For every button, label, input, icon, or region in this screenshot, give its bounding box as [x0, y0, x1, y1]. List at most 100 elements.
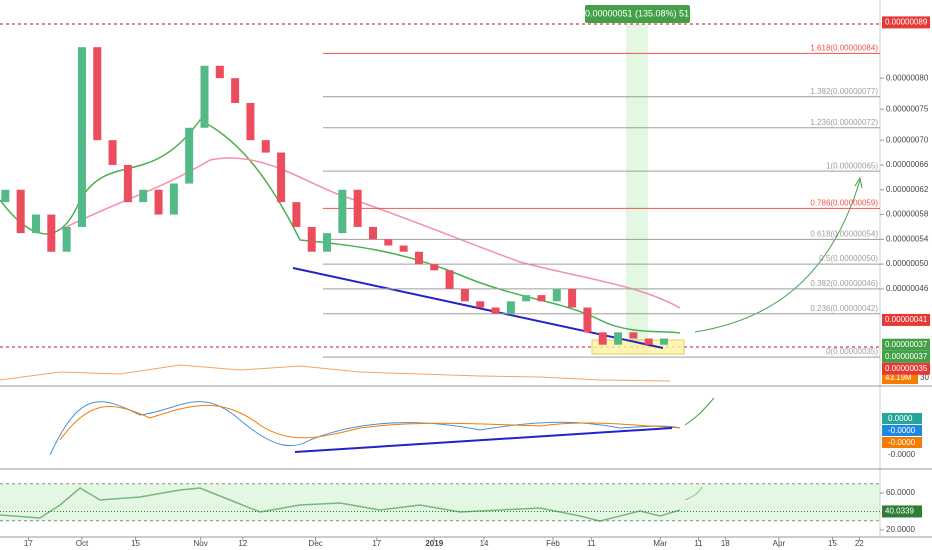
arrow-head — [854, 176, 863, 189]
measure-label: 0.00000051 (135.08%) 51 — [585, 8, 689, 18]
y-tick-label: 0.00000066 — [886, 160, 929, 169]
candle — [215, 65, 224, 79]
price-badge-label: 0.00000037 — [885, 352, 928, 361]
candle — [491, 307, 500, 314]
macd-badge — [882, 437, 922, 448]
macd-trend-line — [294, 427, 673, 453]
candle — [307, 226, 316, 252]
candle — [31, 214, 40, 234]
volume-tick: 30 — [920, 373, 929, 382]
candle — [169, 183, 178, 215]
fib-label: 0(0.00000035) — [826, 347, 878, 356]
rsi-badge-label: 40.0339 — [885, 507, 914, 516]
candle — [338, 189, 347, 234]
fib-label: 0.786(0.00000059) — [810, 198, 878, 207]
rsi-band — [0, 483, 880, 521]
candle — [93, 47, 102, 141]
fib-label: 1.618(0.00000084) — [810, 43, 878, 52]
volume-ma — [0, 364, 671, 382]
x-tick-label: 2019 — [425, 539, 443, 548]
macd-label: -0.0000 — [888, 450, 916, 459]
candle — [414, 251, 423, 265]
candle — [552, 288, 561, 302]
fib-label: 0.618(0.00000054) — [810, 229, 878, 238]
y-tick-label: 0.00000080 — [886, 73, 929, 82]
y-tick-label: 0.00000070 — [886, 135, 929, 144]
y-tick-label: 0.00000058 — [886, 210, 929, 219]
candle — [399, 245, 408, 252]
x-tick-label: Feb — [546, 539, 560, 548]
fib-label: 0.236(0.00000042) — [810, 304, 878, 313]
macd-label: 0.0000 — [888, 414, 913, 423]
x-tick-label: Mar — [653, 539, 667, 548]
measure-badge — [585, 5, 690, 23]
candle — [522, 295, 531, 302]
candle — [277, 152, 286, 203]
macd-line — [49, 401, 681, 456]
measure-zone — [626, 24, 648, 354]
price-badge — [882, 338, 930, 351]
macd-badge — [882, 425, 922, 436]
volume-label: 43.19M — [885, 373, 912, 382]
candle — [261, 140, 270, 153]
macd-label: -0.0000 — [888, 438, 916, 447]
candle — [368, 226, 377, 240]
candle — [629, 332, 638, 339]
macd-arrow — [684, 397, 715, 426]
x-tick-label: 22 — [855, 539, 864, 548]
candle — [506, 301, 515, 314]
candle — [246, 102, 255, 141]
fib-label: 0.382(0.00000046) — [810, 279, 878, 288]
price-badge-label: 0.00000037 — [885, 340, 928, 349]
x-tick-label: 11 — [694, 539, 703, 548]
candle — [231, 78, 240, 103]
price-badge-label: 0.00000041 — [885, 315, 928, 324]
candle — [185, 127, 194, 184]
candle — [430, 264, 439, 271]
candle — [353, 189, 362, 227]
candle — [568, 288, 577, 308]
volume-badge — [882, 372, 918, 384]
x-tick-label: 11 — [587, 539, 596, 548]
signal-line — [59, 404, 681, 441]
candle — [660, 338, 669, 345]
candle — [537, 295, 546, 302]
price-badge — [882, 350, 930, 363]
price-badge — [882, 362, 930, 375]
candle — [644, 338, 653, 345]
price-badge-label: 0.00000035 — [885, 364, 928, 373]
candle — [614, 332, 623, 345]
x-tick-label: 17 — [24, 539, 33, 548]
x-tick-label: 15 — [131, 539, 140, 548]
x-tick-label: Nov — [194, 539, 208, 548]
candle — [108, 140, 117, 165]
x-tick-label: Oct — [76, 539, 89, 548]
candle — [47, 214, 56, 252]
candle — [323, 233, 332, 252]
price-badge — [882, 313, 930, 326]
macd-badge — [882, 413, 922, 424]
rsi-tick-label: 60.0000 — [886, 488, 915, 497]
y-tick-label: 0.00000062 — [886, 185, 929, 194]
x-tick-label: 15 — [828, 539, 837, 548]
candle — [1, 189, 10, 203]
candle — [139, 189, 148, 203]
y-tick-label: 0.00000046 — [886, 284, 929, 293]
x-tick-label: 14 — [480, 539, 489, 548]
x-tick-label: Dec — [308, 539, 322, 548]
x-tick-label: 17 — [372, 539, 381, 548]
fib-label: 1(0.00000065) — [826, 161, 878, 170]
candle — [476, 301, 485, 308]
y-tick-label: 0.00000054 — [886, 234, 929, 243]
candle — [583, 307, 592, 333]
candle — [123, 164, 132, 203]
y-tick-label: 0.00000075 — [886, 104, 929, 113]
x-tick-label: Apr — [773, 539, 786, 548]
price-badge — [882, 16, 930, 29]
rsi-tick-label: 20.0000 — [886, 525, 915, 534]
candle — [445, 270, 454, 289]
candle — [460, 288, 469, 302]
x-tick-label: 18 — [721, 539, 730, 548]
